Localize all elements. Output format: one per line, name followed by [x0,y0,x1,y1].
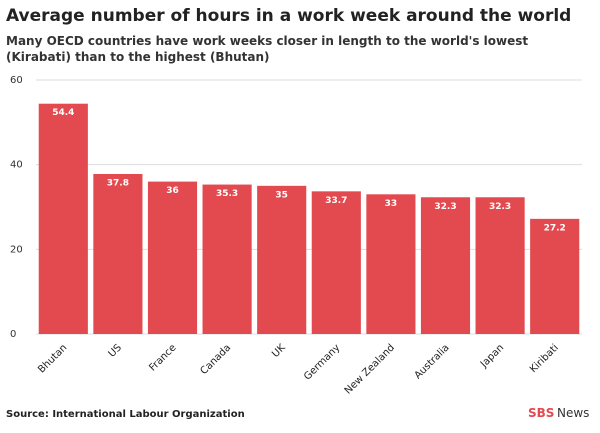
x-tick-label: UK [270,342,288,360]
value-label: 33 [385,199,398,209]
x-tick-label: Germany [302,342,342,382]
bar [147,181,198,334]
value-label: 37.8 [107,178,129,188]
x-tick-label: Japan [478,342,506,370]
bar [38,103,88,334]
x-tick-label: Canada [199,342,234,377]
x-tick-label: US [107,342,124,359]
x-tick-label: Australia [413,342,452,381]
bar [366,194,416,334]
value-label: 33.7 [325,196,347,206]
bar [530,218,580,334]
x-tick-label: Kiribati [528,342,561,375]
logo: SBS News [528,406,589,420]
bar [202,184,252,334]
y-tick-label: 40 [10,160,23,171]
bar [475,197,525,334]
x-tick-label: New Zealand [343,342,397,396]
value-label: 36 [166,186,179,196]
source: Source: International Labour Organizatio… [6,409,245,420]
x-tick-label: France [147,342,178,373]
y-tick-label: 60 [10,75,23,86]
bar [93,173,143,334]
value-label: 35.3 [216,189,238,199]
chart-subtitle: Many OECD countries have work weeks clos… [6,34,529,64]
logo-suffix: News [557,406,589,420]
chart-title: Average number of hours in a work week a… [6,6,572,26]
value-label: 54.4 [52,108,74,118]
bar [257,185,307,334]
bar [420,197,471,334]
y-tick-label: 20 [10,244,23,255]
value-label: 27.2 [544,223,566,233]
y-tick-label: 0 [10,329,16,340]
value-label: 32.3 [434,202,456,212]
x-tick-label: Bhutan [36,342,69,375]
value-label: 35 [275,190,288,200]
bar [311,191,361,334]
value-label: 32.3 [489,202,511,212]
logo-brand: SBS [528,406,554,420]
